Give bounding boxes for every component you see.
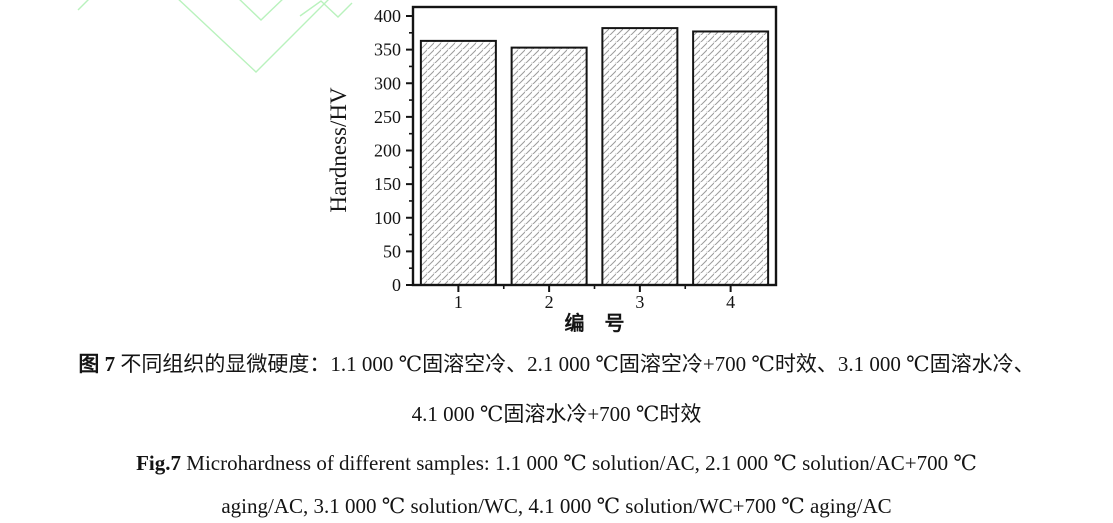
- watermark-zigzag-line: [299, 0, 353, 18]
- y-tick-label: 400: [374, 6, 401, 26]
- bar-sample-3: [601, 27, 679, 286]
- caption-zh-fig-label: 图 7: [78, 352, 116, 376]
- caption-zh-line2: 4.1 000 ℃固溶水冷+700 ℃时效: [0, 399, 1113, 429]
- bar-chart-area: 0 50 100 150 200 250 300 350 400 1 2 3 4 Hardness/HV 编…: [77, 0, 778, 335]
- green-zigzag-watermark: [77, 0, 353, 73]
- caption-en-line2: aging/AC, 3.1 000 ℃ solution/WC, 4.1 000…: [0, 491, 1113, 521]
- x-axis-title: 编 号: [565, 311, 625, 335]
- caption-en-fig-label: Fig.7: [136, 451, 182, 475]
- plot-group: 0 50 100 150 200 250 300 350 400 1 2 3 4 Hardness/HV 编…: [326, 5, 778, 335]
- caption-en-line2-text: aging/AC, 3.1 000 ℃ solution/WC, 4.1 000…: [221, 494, 892, 518]
- bar-sample-2: [510, 46, 588, 286]
- hardness-bar-chart: 0 50 100 150 200 250 300 350 400 1 2 3 4 Hardness/HV 编…: [77, 0, 778, 335]
- watermark-zigzag-line: [239, 0, 283, 21]
- watermark-zigzag-line: [178, 0, 329, 73]
- y-tick-label: 300: [374, 73, 401, 93]
- y-tick-label: 0: [392, 275, 401, 295]
- y-tick-label: 100: [374, 208, 401, 228]
- x-tick-label: 1: [454, 292, 463, 312]
- caption-zh-line1: 图 7 不同组织的显微硬度：1.1 000 ℃固溶空冷、2.1 000 ℃固溶空…: [0, 349, 1113, 379]
- bar-sample-4: [692, 30, 770, 287]
- x-tick-label: 4: [726, 292, 735, 312]
- y-axis-title: Hardness/HV: [326, 87, 351, 213]
- caption-zh-line1-text: 不同组织的显微硬度：1.1 000 ℃固溶空冷、2.1 000 ℃固溶空冷+70…: [115, 352, 1035, 376]
- bar-sample-1: [419, 39, 497, 286]
- watermark-zigzag-line: [77, 0, 89, 11]
- x-tick-label: 2: [545, 292, 554, 312]
- y-tick-label: 350: [374, 40, 401, 60]
- y-tick-label: 200: [374, 141, 401, 161]
- y-tick-label: 250: [374, 107, 401, 127]
- caption-en-line1-text: Microhardness of different samples: 1.1 …: [181, 451, 977, 475]
- caption-zh-line2-text: 4.1 000 ℃固溶水冷+700 ℃时效: [411, 402, 702, 426]
- x-tick-label: 3: [635, 292, 644, 312]
- caption-en-line1: Fig.7 Microhardness of different samples…: [0, 448, 1113, 478]
- y-tick-label: 150: [374, 174, 401, 194]
- y-tick-label: 50: [383, 241, 401, 261]
